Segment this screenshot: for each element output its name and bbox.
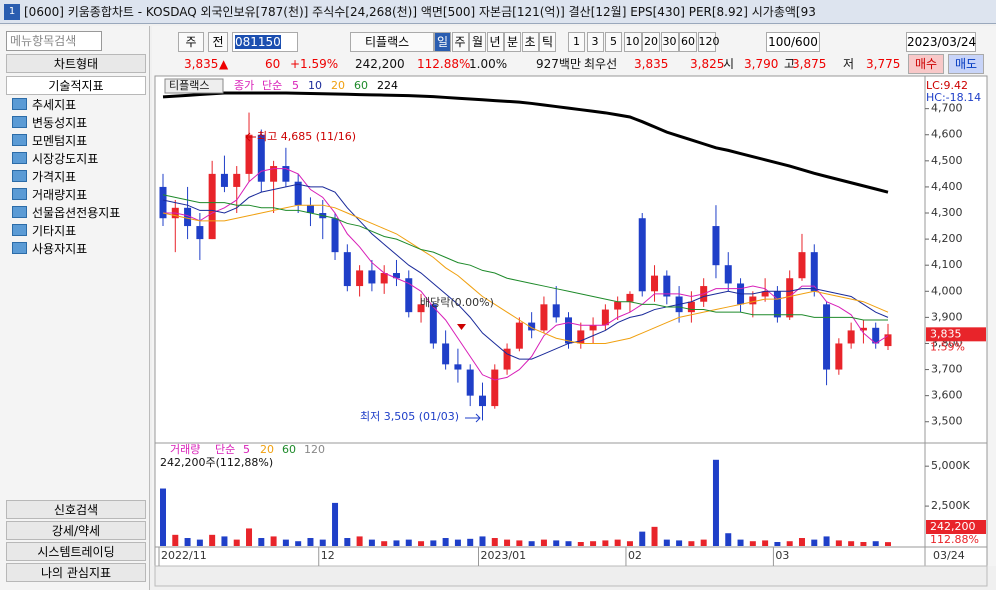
- quote-open: 3,790: [744, 57, 779, 71]
- num-button[interactable]: 120: [697, 32, 720, 52]
- count[interactable]: 100/600: [766, 32, 820, 52]
- num-button[interactable]: 3: [586, 32, 604, 52]
- quote-change: 60: [265, 57, 281, 71]
- code[interactable]: 081150: [235, 35, 281, 49]
- title-bar: [0600] 키움종합차트 - KOSDAQ 외국인보유[787(천)] 주식수…: [0, 0, 996, 24]
- unit-button[interactable]: 년: [486, 32, 504, 52]
- sidebar-button[interactable]: 강세/약세: [6, 521, 146, 540]
- num-button[interactable]: 30: [660, 32, 679, 52]
- sidebar: 메뉴항목검색 차트형태 기술적지표 추세지표 변동성지표 모멘텀지표 시장강도지표 가격…: [0, 26, 150, 590]
- quote-volume: 242,200: [355, 57, 405, 71]
- quote-turnover: 1.00%: [469, 57, 508, 71]
- tree-item[interactable]: 기타지표: [12, 222, 76, 240]
- quote-bid: 3,825: [690, 57, 725, 71]
- tree-item[interactable]: 변동성지표: [12, 114, 87, 132]
- num-button[interactable]: 20: [642, 32, 660, 52]
- num-button[interactable]: 10: [623, 32, 642, 52]
- unit-button[interactable]: 일: [434, 32, 451, 52]
- sell-button[interactable]: 매도: [948, 54, 984, 74]
- stock-name: 티플랙스: [350, 32, 434, 52]
- tree-item[interactable]: 추세지표: [12, 96, 76, 114]
- prev-button[interactable]: 전: [208, 32, 228, 52]
- tab[interactable]: 차트형태: [6, 54, 146, 73]
- quote-low: 3,775: [866, 57, 901, 71]
- num-button[interactable]: 60: [679, 32, 697, 52]
- tree-item[interactable]: 시장강도지표: [12, 150, 98, 168]
- quote-arrow: ▲: [219, 57, 229, 71]
- quote-high: 3,875: [792, 57, 827, 71]
- tree-item[interactable]: 모멘텀지표: [12, 132, 87, 150]
- quote-low-label: 저: [843, 57, 855, 71]
- quote-high-label: 고: [784, 57, 796, 71]
- tree-item[interactable]: 거래량지표: [12, 186, 87, 204]
- num-button[interactable]: 5: [605, 32, 622, 52]
- tree-item[interactable]: 선물옵션전용지표: [12, 204, 120, 222]
- tab[interactable]: 기술적지표: [6, 76, 146, 95]
- quote-vol-ratio: 112.88%: [417, 57, 471, 71]
- sidebar-button[interactable]: 나의 관심지표: [6, 563, 146, 582]
- quote-price: 3,835: [184, 57, 219, 71]
- sidebar-button[interactable]: 신호검색: [6, 500, 146, 519]
- app-icon: 1: [4, 4, 20, 20]
- quote-rate: +1.59%: [290, 57, 339, 71]
- quote-ask: 3,835: [634, 57, 669, 71]
- unit-button[interactable]: 월: [469, 32, 486, 52]
- tree-item[interactable]: 가격지표: [12, 168, 76, 186]
- unit-button[interactable]: 주: [451, 32, 469, 52]
- date[interactable]: 2023/03/24: [906, 32, 976, 52]
- unit-button[interactable]: 분: [504, 32, 521, 52]
- quote-best: 최우선: [584, 57, 618, 71]
- search-box[interactable]: 메뉴항목검색: [6, 31, 102, 51]
- unit-button[interactable]: 초: [521, 32, 539, 52]
- num-button[interactable]: 1: [568, 32, 585, 52]
- period-select[interactable]: 주: [178, 32, 204, 52]
- buy-button[interactable]: 매수: [908, 54, 944, 74]
- tree-item[interactable]: 사용자지표: [12, 240, 87, 258]
- quote-open-label: 시: [723, 57, 735, 71]
- unit-button[interactable]: 틱: [539, 32, 556, 52]
- quote-amount: 927백만: [536, 57, 581, 71]
- main: 주 전 081150 티플랙스 100/600 2023/03/24 매수 매도…: [152, 26, 996, 566]
- sidebar-button[interactable]: 시스템트레이딩: [6, 542, 146, 561]
